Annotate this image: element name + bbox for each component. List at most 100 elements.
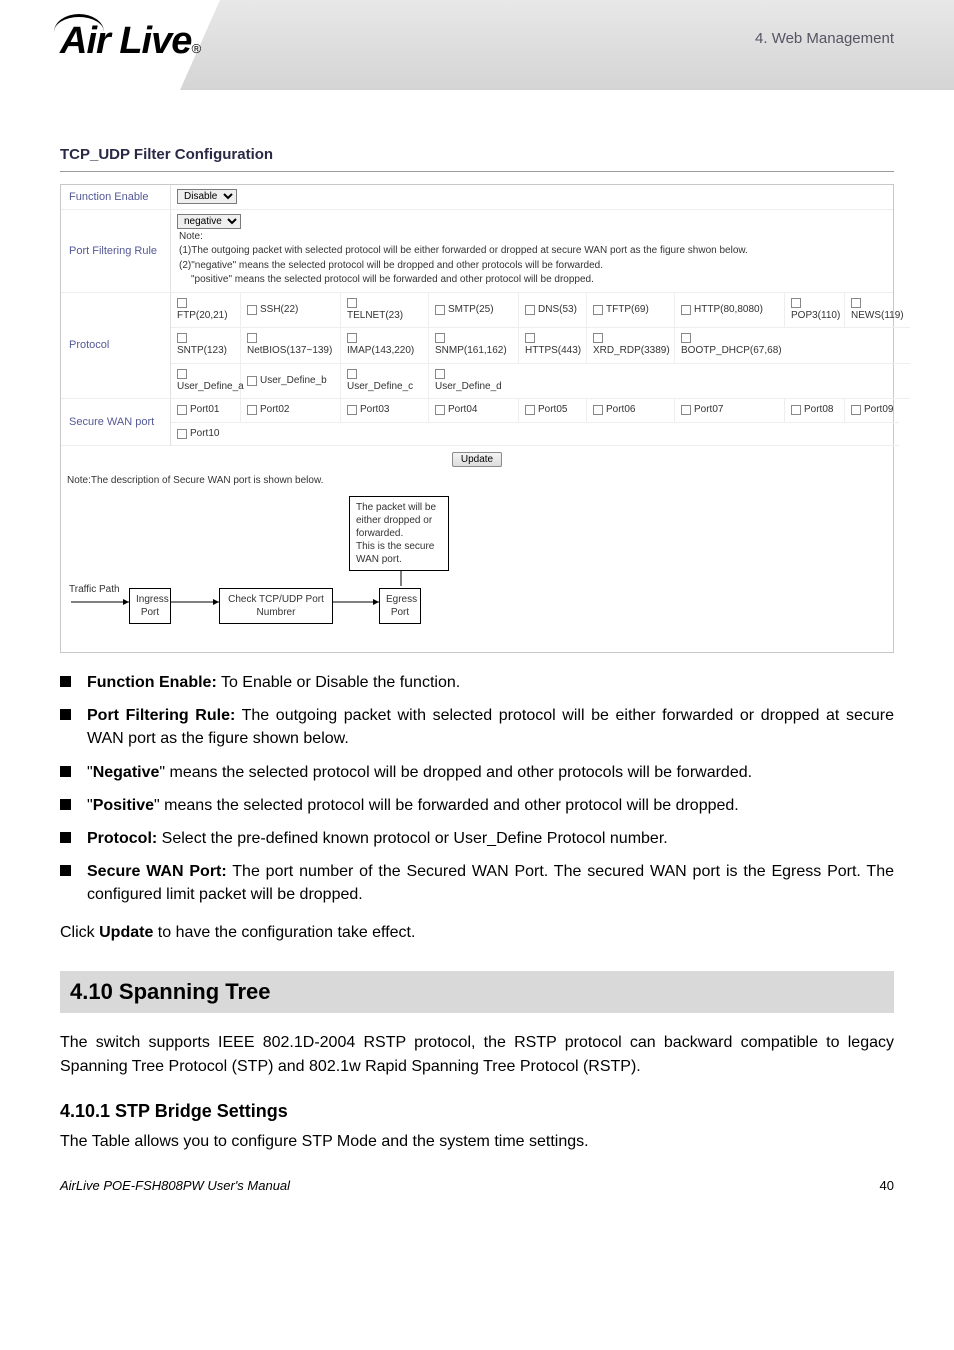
port-text: Port10: [190, 427, 219, 442]
section-4-10-heading: 4.10 Spanning Tree: [60, 971, 894, 1013]
check-port-box: Check TCP/UDP Port Numbrer: [219, 588, 333, 624]
bullet-item: "Positive" means the selected protocol w…: [60, 794, 894, 817]
proto-cell: DNS(53): [519, 293, 587, 328]
checkbox[interactable]: [681, 333, 691, 343]
checkbox[interactable]: [347, 405, 357, 415]
page-number: 40: [880, 1178, 894, 1193]
checkbox[interactable]: [435, 305, 445, 315]
proto-text: FTP(20,21): [177, 309, 228, 324]
proto-cell: TELNET(23): [341, 293, 429, 328]
port-text: Port06: [606, 403, 635, 418]
function-enable-row: Function Enable Disable: [61, 185, 893, 210]
proto-text: SNMP(161,162): [435, 344, 507, 359]
proto-cell: User_Define_c: [341, 364, 429, 399]
secure-port: Port02: [241, 399, 341, 422]
proto-text: DNS(53): [538, 303, 577, 318]
proto-cell: User_Define_a: [171, 364, 241, 399]
checkbox[interactable]: [681, 405, 691, 415]
traffic-path-label: Traffic Path: [69, 584, 120, 595]
secure-port: Port05: [519, 399, 587, 422]
note-below: Note:The description of Secure WAN port …: [61, 473, 893, 488]
bullet-item: Protocol: Select the pre-defined known p…: [60, 827, 894, 850]
protocol-row-1: SNTP(123) NetBIOS(137~139) IMAP(143,220)…: [171, 328, 910, 364]
proto-text: HTTP(80,8080): [694, 303, 763, 318]
proto-text: NetBIOS(137~139): [247, 344, 332, 359]
checkbox[interactable]: [435, 369, 445, 379]
checkbox[interactable]: [177, 369, 187, 379]
checkbox[interactable]: [525, 405, 535, 415]
checkbox[interactable]: [525, 305, 535, 315]
bullet-body: Port Filtering Rule: The outgoing packet…: [87, 704, 894, 750]
proto-text: User_Define_b: [260, 374, 327, 389]
checkbox[interactable]: [247, 405, 257, 415]
proto-cell: XRD_RDP(3389): [587, 328, 675, 363]
bullet-square-icon: [60, 709, 71, 720]
checkbox[interactable]: [851, 298, 861, 308]
checkbox[interactable]: [177, 333, 187, 343]
function-enable-label: Function Enable: [61, 185, 171, 210]
function-enable-body: Disable: [171, 185, 893, 210]
checkbox[interactable]: [593, 405, 603, 415]
checkbox[interactable]: [851, 405, 861, 415]
checkbox[interactable]: [347, 333, 357, 343]
bullet-text: " means the selected protocol will be dr…: [159, 764, 752, 781]
checkbox[interactable]: [177, 298, 187, 308]
bullet-body: Function Enable: To Enable or Disable th…: [87, 671, 894, 694]
proto-text: SSH(22): [260, 303, 298, 318]
protocol-row-0: FTP(20,21) SSH(22) TELNET(23) SMTP(25) D…: [171, 293, 910, 329]
proto-text: User_Define_a: [177, 380, 244, 395]
config-title: TCP_UDP Filter Configuration: [60, 146, 894, 163]
checkbox[interactable]: [435, 333, 445, 343]
para-4-10-1: The Table allows you to configure STP Mo…: [60, 1130, 894, 1154]
port-filtering-select[interactable]: negative: [177, 214, 241, 229]
logo-arc-icon: [54, 14, 104, 32]
bullet-bold: Port Filtering Rule:: [87, 707, 235, 724]
flowchart: Traffic Path Ingress Port Check TCP/UDP …: [61, 492, 893, 652]
registered-mark: ®: [191, 41, 201, 56]
secure-port: Port01: [171, 399, 241, 422]
checkbox[interactable]: [791, 298, 801, 308]
bullet-item: Port Filtering Rule: The outgoing packet…: [60, 704, 894, 750]
checkbox[interactable]: [593, 333, 603, 343]
pfr-note-1: (1)The outgoing packet with selected pro…: [179, 244, 887, 259]
protocol-body: FTP(20,21) SSH(22) TELNET(23) SMTP(25) D…: [171, 293, 910, 400]
checkbox[interactable]: [791, 405, 801, 415]
port-text: Port04: [448, 403, 477, 418]
secure-wan-body: Port01 Port02 Port03 Port04 Port05 Port0…: [171, 399, 899, 446]
checkbox[interactable]: [247, 305, 257, 315]
secure-port: Port08: [785, 399, 845, 422]
proto-text: SMTP(25): [448, 303, 494, 318]
proto-cell: BOOTP_DHCP(67,68): [675, 328, 910, 363]
checkbox[interactable]: [593, 305, 603, 315]
checkbox[interactable]: [247, 333, 257, 343]
bullet-list: Function Enable: To Enable or Disable th…: [60, 671, 894, 907]
checkbox[interactable]: [681, 305, 691, 315]
checkbox[interactable]: [435, 405, 445, 415]
section-4-10-1-heading: 4.10.1 STP Bridge Settings: [60, 1101, 894, 1122]
proto-cell: HTTP(80,8080): [675, 293, 785, 328]
checkbox[interactable]: [347, 369, 357, 379]
update-button[interactable]: Update: [452, 452, 502, 467]
secure-wan-label: Secure WAN port: [61, 399, 171, 446]
checkbox[interactable]: [177, 405, 187, 415]
checkbox[interactable]: [347, 298, 357, 308]
function-enable-select[interactable]: Disable: [177, 189, 237, 204]
bullet-square-icon: [60, 799, 71, 810]
proto-cell: HTTPS(443): [519, 328, 587, 363]
checkbox[interactable]: [177, 429, 187, 439]
proto-cell: NetBIOS(137~139): [241, 328, 341, 363]
cu-bold: Update: [99, 924, 153, 941]
para-4-10: The switch supports IEEE 802.1D-2004 RST…: [60, 1031, 894, 1079]
bullet-body: Protocol: Select the pre-defined known p…: [87, 827, 894, 850]
port-filtering-label: Port Filtering Rule: [61, 210, 171, 293]
proto-text: TELNET(23): [347, 309, 403, 324]
proto-text: BOOTP_DHCP(67,68): [681, 344, 782, 359]
config-panel: Function Enable Disable Port Filtering R…: [60, 184, 894, 653]
port-text: Port09: [864, 403, 893, 418]
bullet-bold: Positive: [93, 797, 154, 814]
proto-cell: IMAP(143,220): [341, 328, 429, 363]
secure-wan-row: Secure WAN port Port01 Port02 Port03 Por…: [61, 399, 893, 446]
checkbox[interactable]: [247, 376, 257, 386]
bullet-square-icon: [60, 676, 71, 687]
checkbox[interactable]: [525, 333, 535, 343]
